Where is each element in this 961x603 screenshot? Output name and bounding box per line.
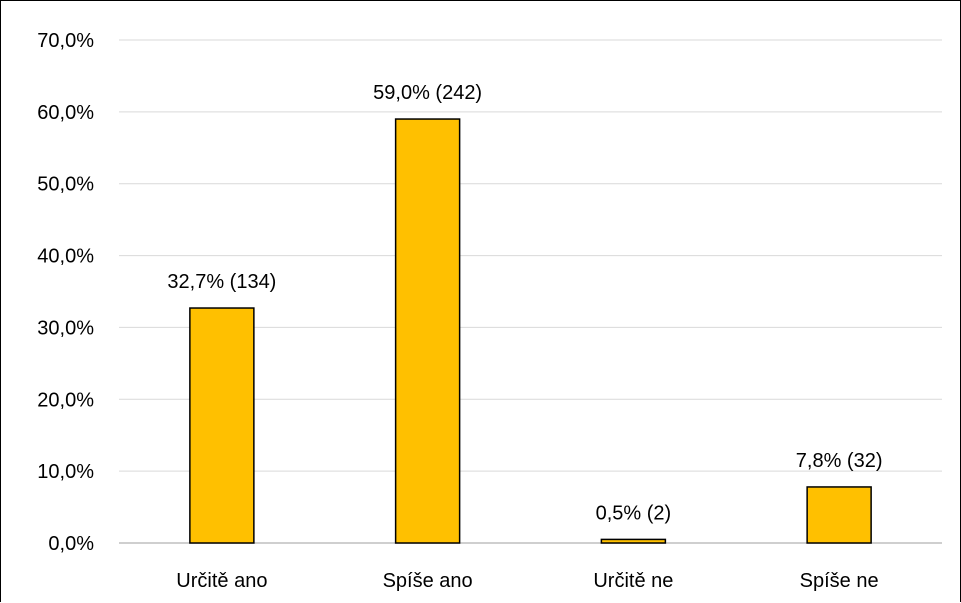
x-tick-label: Spíše ne (800, 570, 879, 592)
data-label: 59,0% (242) (373, 82, 482, 104)
y-tick-label: 60,0% (37, 102, 94, 124)
x-axis-categories: Určitě ano Spíše ano Určitě ne Spíše ne (176, 570, 878, 592)
x-tick-label: Určitě ano (176, 570, 267, 592)
y-tick-label: 50,0% (37, 174, 94, 196)
bar (394, 118, 461, 544)
bar (600, 538, 667, 544)
data-labels: 32,7% (134) 59,0% (242) 0,5% (2) 7,8% (32) (167, 82, 882, 524)
gridlines (119, 39, 942, 544)
y-tick-label: 10,0% (37, 461, 94, 483)
y-axis-ticks: 0,0% 10,0% 20,0% 30,0% 40,0% 50,0% 60,0% 70,0% (37, 30, 94, 555)
data-label: 0,5% (2) (596, 502, 672, 524)
bars (189, 118, 872, 544)
data-label: 7,8% (32) (796, 450, 883, 472)
bar (806, 486, 872, 544)
y-tick-label: 30,0% (37, 317, 94, 339)
data-label: 32,7% (134) (167, 271, 276, 293)
bar (189, 307, 255, 544)
y-tick-label: 20,0% (37, 389, 94, 411)
y-tick-label: 70,0% (37, 30, 94, 52)
y-tick-label: 40,0% (37, 246, 94, 268)
x-tick-label: Určitě ne (593, 570, 673, 592)
x-tick-label: Spíše ano (383, 570, 473, 592)
y-tick-label: 0,0% (48, 533, 94, 555)
